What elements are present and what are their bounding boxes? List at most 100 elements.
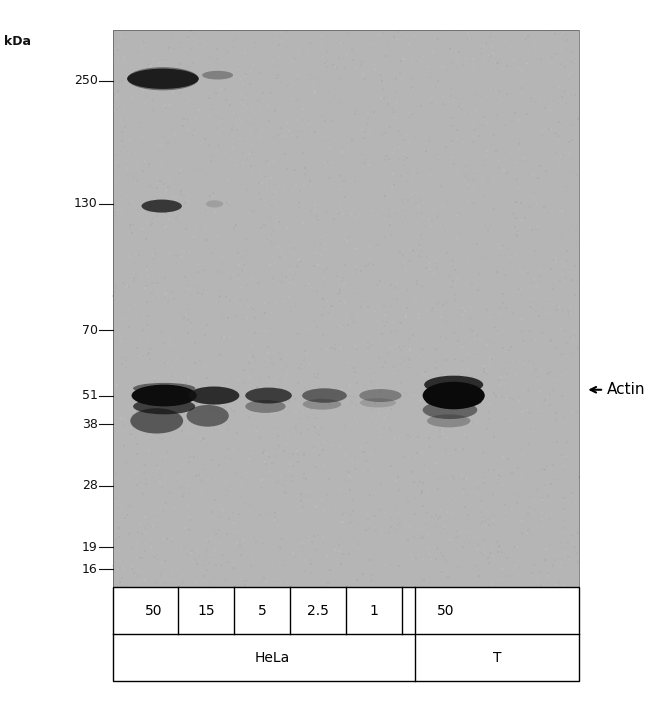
Point <box>456 526 466 538</box>
Point <box>270 179 281 190</box>
Point <box>164 464 175 476</box>
Point <box>123 353 133 364</box>
Point <box>177 481 188 493</box>
Point <box>217 251 228 263</box>
Point <box>266 408 276 420</box>
Point <box>437 425 447 437</box>
Point <box>564 136 574 147</box>
Point <box>135 476 146 488</box>
Point <box>384 203 395 215</box>
Point <box>555 97 566 109</box>
Point <box>293 425 304 436</box>
Point <box>452 539 462 551</box>
Point <box>287 240 298 251</box>
Point <box>322 489 333 501</box>
Point <box>188 381 198 393</box>
Point <box>226 534 237 545</box>
Point <box>221 213 231 224</box>
Point <box>132 552 142 563</box>
Point <box>514 137 525 149</box>
Point <box>512 183 523 195</box>
Point <box>402 476 413 487</box>
Point <box>499 130 509 142</box>
Point <box>548 171 558 182</box>
Point <box>537 507 547 519</box>
Point <box>208 136 218 148</box>
Point <box>248 514 259 526</box>
Point <box>565 332 575 343</box>
Point <box>111 98 121 110</box>
Point <box>166 535 177 547</box>
Point <box>507 115 517 127</box>
Ellipse shape <box>303 399 341 409</box>
Point <box>180 383 190 395</box>
Point <box>491 325 502 336</box>
Point <box>257 312 267 324</box>
Point <box>233 322 244 334</box>
Point <box>491 488 501 499</box>
Point <box>285 277 295 288</box>
Point <box>557 365 567 377</box>
Point <box>131 498 142 510</box>
Point <box>171 463 181 475</box>
Point <box>556 210 566 221</box>
Point <box>340 529 350 540</box>
Point <box>280 476 291 487</box>
Point <box>558 417 569 429</box>
Point <box>423 272 434 284</box>
Point <box>114 522 124 534</box>
Point <box>289 242 300 253</box>
Point <box>186 351 196 363</box>
Point <box>220 44 230 55</box>
Point <box>265 259 276 271</box>
Point <box>158 533 168 544</box>
Point <box>273 242 283 253</box>
Point <box>458 527 468 539</box>
Point <box>534 371 545 383</box>
Point <box>153 461 164 473</box>
Point <box>547 96 557 107</box>
Point <box>519 264 530 276</box>
Point <box>570 289 580 301</box>
Point <box>463 254 473 266</box>
Point <box>335 319 345 331</box>
Point <box>248 234 258 245</box>
Point <box>281 26 292 38</box>
Point <box>341 209 352 221</box>
Point <box>512 542 523 553</box>
Point <box>421 368 432 380</box>
Point <box>396 362 406 373</box>
Point <box>226 297 236 309</box>
Point <box>146 394 156 406</box>
Point <box>524 236 534 248</box>
Point <box>415 532 425 544</box>
Point <box>179 391 190 402</box>
Point <box>477 526 488 538</box>
Point <box>166 287 177 299</box>
Point <box>260 457 270 468</box>
Point <box>236 426 246 438</box>
Point <box>571 312 581 324</box>
Point <box>519 393 529 405</box>
Point <box>240 579 250 591</box>
Point <box>285 470 296 481</box>
Point <box>470 556 480 568</box>
Point <box>387 376 398 388</box>
Point <box>283 395 294 407</box>
Point <box>462 412 472 423</box>
Point <box>402 497 413 508</box>
Point <box>150 499 160 511</box>
Point <box>302 490 313 502</box>
Point <box>446 41 456 53</box>
Point <box>124 282 134 293</box>
Point <box>313 529 323 541</box>
Point <box>441 60 451 72</box>
Point <box>436 331 446 343</box>
Point <box>203 162 214 174</box>
Point <box>509 192 519 203</box>
Point <box>476 121 486 132</box>
Point <box>138 349 148 361</box>
Point <box>213 452 223 463</box>
Point <box>109 354 119 365</box>
Point <box>479 41 489 52</box>
